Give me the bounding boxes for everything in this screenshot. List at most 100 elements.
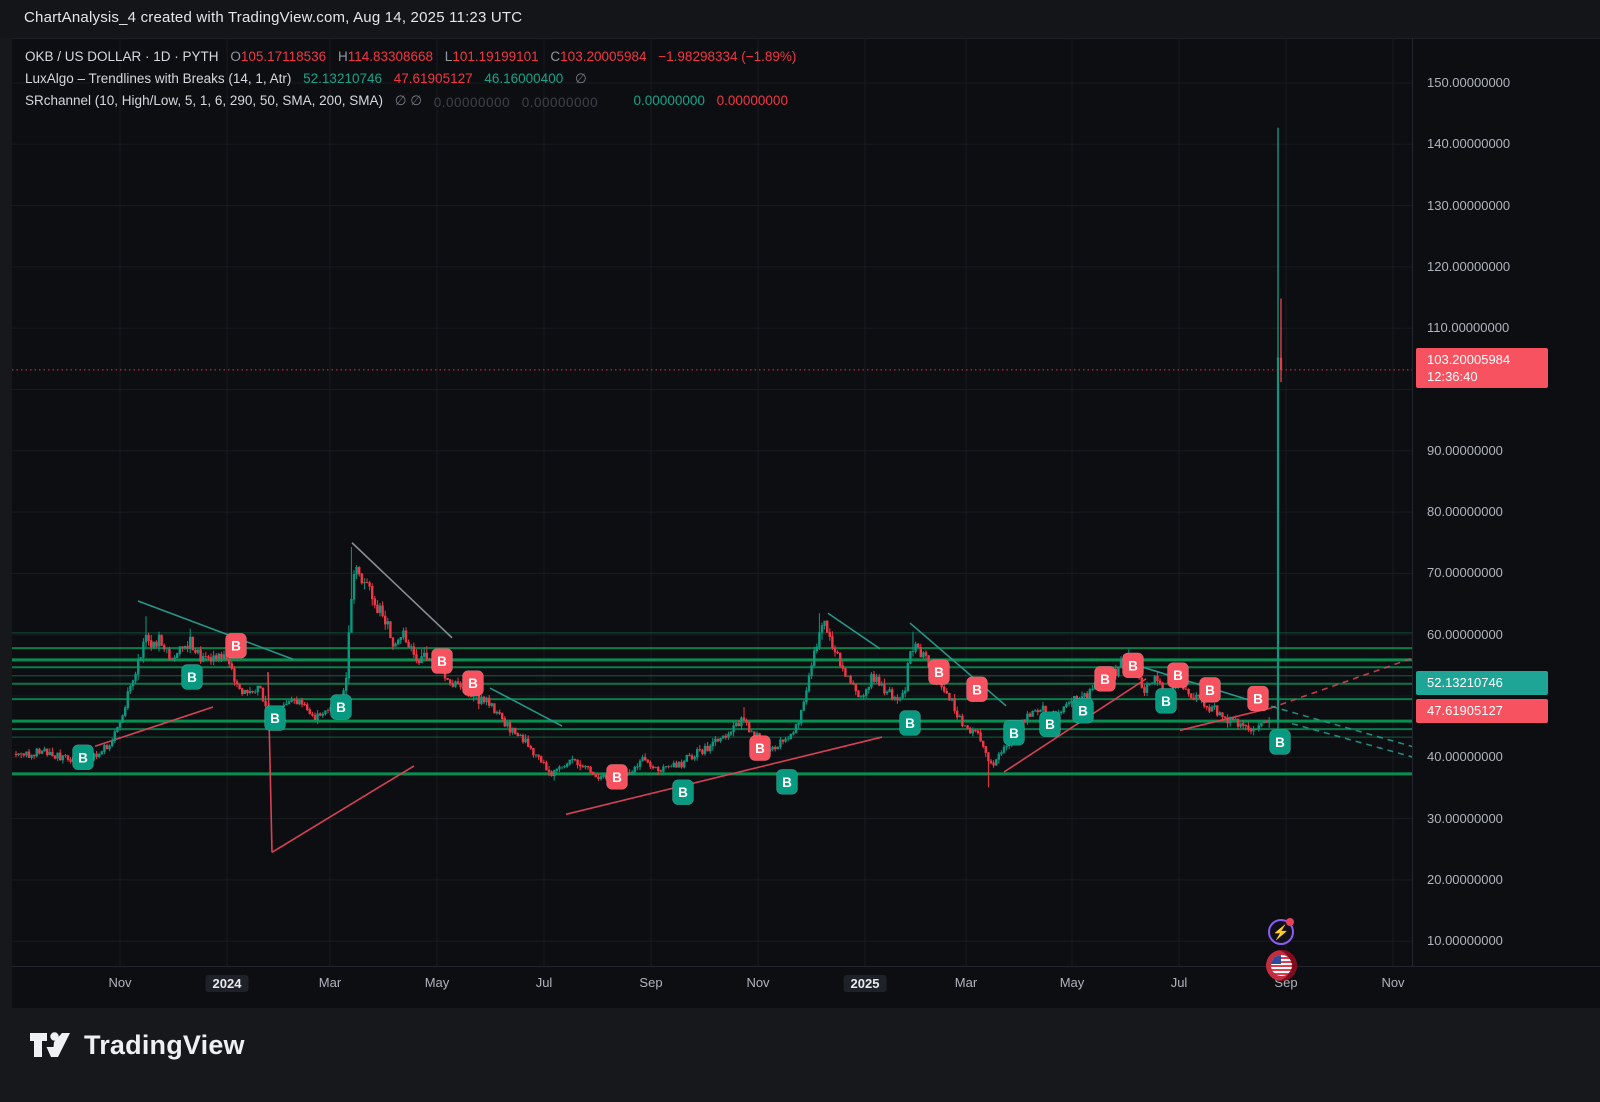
trendline-lower-price-label: 47.61905127 — [1416, 698, 1548, 723]
attribution-bar: ChartAnalysis_4 created with TradingView… — [0, 0, 1600, 38]
svg-text:B: B — [1078, 704, 1088, 719]
time-tick: May — [1059, 975, 1085, 990]
legend-luxalgo-row[interactable]: LuxAlgo – Trendlines with Breaks (14, 1,… — [25, 68, 796, 90]
attribution-text: ChartAnalysis_4 created with TradingView… — [24, 9, 523, 26]
close-label: C — [550, 49, 561, 64]
us-flag-event-icon[interactable] — [1266, 950, 1297, 981]
break-badge-up: B — [181, 664, 203, 690]
price-tick: 110.00000000 — [1427, 320, 1510, 336]
price-tick: 10.00000000 — [1427, 933, 1503, 949]
chart-legend: OKB / US DOLLAR · 1D · PYTH O105.1711853… — [25, 46, 796, 112]
break-badge-up: B — [1039, 711, 1061, 737]
open-label: O — [230, 49, 241, 64]
time-tick: Nov — [108, 975, 132, 990]
time-axis-divider — [12, 966, 1600, 967]
svg-text:B: B — [437, 654, 447, 669]
svg-text:B: B — [755, 741, 765, 756]
us-flag-graphic — [1271, 955, 1292, 976]
break-badge-up: B — [264, 705, 286, 731]
time-tick: Mar — [954, 975, 978, 990]
break-badge-up: B — [72, 744, 94, 771]
trendline — [267, 672, 273, 853]
time-tick: Jul — [1170, 975, 1188, 990]
svg-text:B: B — [972, 682, 982, 697]
time-tick: Nov — [746, 975, 770, 990]
trendline — [351, 542, 453, 639]
tradingview-logo-text: TradingView — [84, 1029, 245, 1060]
price-tick: 120.00000000 — [1427, 258, 1511, 274]
srchannel-ghost-values: 0.00000000 0.00000000 — [433, 95, 599, 110]
down-candle-wicks — [15, 566, 1268, 788]
break-badge-up: B — [672, 779, 694, 805]
svg-text:B: B — [905, 716, 915, 731]
price-tick: 70.00000000 — [1427, 565, 1503, 581]
luxalgo-mid-value: 46.16000400 — [484, 71, 564, 86]
price-tick: 40.00000000 — [1427, 749, 1503, 765]
time-tick: 2025 — [843, 975, 887, 992]
low-label: L — [444, 49, 453, 64]
svg-text:B: B — [187, 670, 197, 685]
svg-text:B: B — [468, 676, 478, 691]
svg-text:B: B — [1253, 691, 1263, 706]
time-tick: Mar — [318, 975, 342, 990]
open-value: 105.17118536 — [240, 49, 327, 64]
spike-candle-body — [1279, 357, 1283, 370]
break-badge-up: B — [1155, 688, 1177, 714]
svg-text:B: B — [1045, 717, 1055, 732]
close-value: 103.20005984 — [560, 49, 647, 64]
lightning-glyph: ⚡ — [1272, 923, 1290, 940]
lightning-event-icon[interactable]: ⚡ — [1268, 918, 1294, 945]
chart-panel[interactable] — [12, 38, 1600, 1009]
price-tick: 150.00000000 — [1427, 75, 1511, 90]
srchannel-title: SRchannel (10, High/Low, 5, 1, 6, 290, 5… — [25, 93, 383, 108]
time-tick: May — [424, 975, 450, 990]
low-value: 101.19199101 — [452, 49, 539, 64]
trendline — [137, 600, 294, 660]
svg-text:B: B — [782, 775, 792, 790]
svg-text:B: B — [934, 665, 944, 680]
change-value: −1.98298334 (−1.89%) — [658, 49, 797, 64]
break-badge-down: B — [1247, 685, 1269, 712]
break-badge-down: B — [606, 764, 628, 790]
price-tick: 90.00000000 — [1427, 442, 1503, 458]
spike-candle-body — [1276, 357, 1280, 721]
symbol-title: OKB / US DOLLAR · 1D · PYTH — [25, 49, 219, 64]
luxalgo-upper-value: 52.13210746 — [303, 71, 382, 86]
break-badge-up: B — [1003, 720, 1025, 746]
break-badge-down: B — [431, 648, 453, 674]
time-tick: Sep — [639, 975, 663, 990]
srchannel-empty-values: ∅ ∅ — [394, 93, 422, 108]
trendline — [1249, 699, 1412, 748]
trendline — [1269, 657, 1412, 710]
luxalgo-lower-value: 47.61905127 — [393, 71, 473, 86]
legend-srchannel-row[interactable]: SRchannel (10, High/Low, 5, 1, 6, 290, 5… — [25, 90, 796, 112]
price-tick: 80.00000000 — [1427, 504, 1503, 520]
trendline — [1179, 707, 1271, 732]
break-badge-up: B — [1269, 729, 1291, 755]
break-badge-down: B — [1094, 666, 1116, 692]
down-candle-bodies — [14, 567, 1268, 783]
price-tick: 130.00000000 — [1427, 197, 1511, 213]
svg-text:B: B — [1275, 735, 1285, 750]
time-tick: 2024 — [205, 975, 249, 992]
price-axis-divider — [1412, 38, 1413, 966]
trendline — [565, 736, 883, 816]
svg-text:B: B — [612, 770, 622, 785]
trendline — [489, 687, 563, 727]
svg-text:B: B — [336, 700, 346, 715]
svg-text:B: B — [231, 639, 241, 654]
last-price-value: 103.20005984 — [1427, 351, 1511, 367]
luxalgo-title: LuxAlgo – Trendlines with Breaks (14, 1,… — [25, 71, 292, 86]
high-value: 114.83308668 — [347, 49, 434, 64]
time-tick: Jul — [535, 975, 553, 990]
break-badge-up: B — [776, 769, 798, 795]
legend-symbol-row[interactable]: OKB / US DOLLAR · 1D · PYTH O105.1711853… — [25, 46, 796, 68]
srchannel-down-value: 0.00000000 — [716, 93, 788, 108]
break-badge-down: B — [1167, 662, 1189, 688]
tradingview-logo[interactable]: TradingView — [28, 1028, 245, 1062]
break-badge-down: B — [462, 670, 484, 696]
svg-text:B: B — [1009, 726, 1019, 741]
up-candle-bodies — [17, 567, 1271, 783]
